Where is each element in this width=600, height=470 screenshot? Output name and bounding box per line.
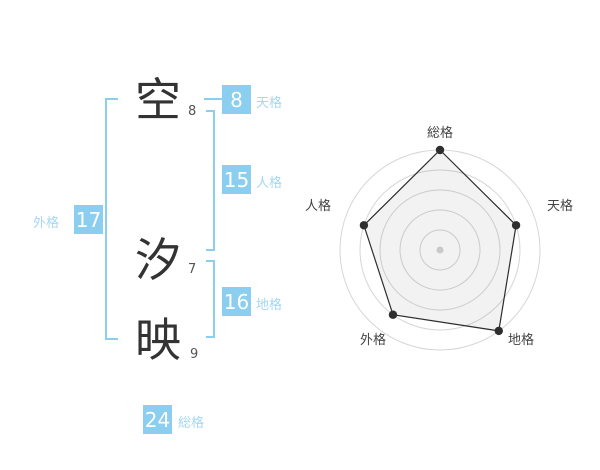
tenkaku-tick — [204, 98, 222, 100]
stroke-count-2: 7 — [188, 262, 197, 277]
jinkaku-label: 人格 — [256, 176, 283, 191]
chikaku-label: 地格 — [256, 298, 283, 313]
name-char-3: 映 — [135, 313, 181, 367]
tenkaku-value-box: 8 — [222, 85, 251, 114]
gaikaku-bracket — [105, 98, 118, 340]
radar-axis-label: 地格 — [508, 332, 534, 348]
chikaku-bracket — [206, 260, 215, 338]
soukaku-label: 総格 — [178, 416, 205, 431]
gaikaku-label: 外格 — [33, 216, 60, 231]
stroke-count-1: 8 — [188, 104, 197, 119]
jinkaku-bracket — [206, 110, 215, 251]
name-char-1: 空 — [135, 73, 181, 127]
tenkaku-label: 天格 — [256, 96, 283, 111]
radar-axis-label: 外格 — [360, 332, 386, 348]
stroke-count-3: 9 — [190, 347, 199, 362]
radar-axis-label: 総格 — [427, 125, 453, 141]
name-char-2: 汐 — [135, 233, 181, 287]
jinkaku-value-box: 15 — [222, 165, 251, 194]
radar-axis-label: 人格 — [305, 198, 331, 214]
gaikaku-value-box: 17 — [74, 205, 103, 234]
chikaku-value-box: 16 — [222, 287, 251, 316]
radar-axis-label: 天格 — [547, 198, 573, 214]
soukaku-value-box: 24 — [143, 405, 172, 434]
